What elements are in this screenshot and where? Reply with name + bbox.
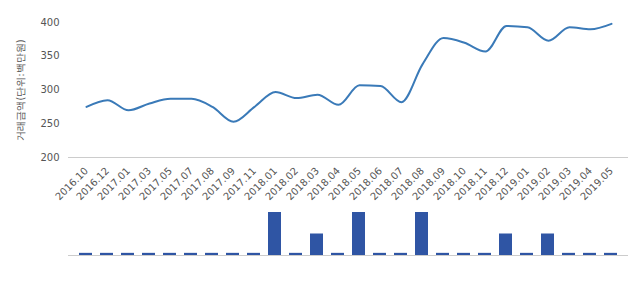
svg-text:2018.10: 2018.10 xyxy=(431,165,469,203)
svg-text:2019.05: 2019.05 xyxy=(578,165,615,202)
svg-text:300: 300 xyxy=(40,84,59,95)
svg-text:2019.02: 2019.02 xyxy=(515,165,553,203)
svg-text:2019.04: 2019.04 xyxy=(557,165,595,203)
svg-text:거래금액(단위:백만원): 거래금액(단위:백만원) xyxy=(15,39,26,140)
svg-text:200: 200 xyxy=(40,152,59,163)
svg-text:2016.12: 2016.12 xyxy=(74,165,112,203)
svg-text:2017.01: 2017.01 xyxy=(95,165,133,203)
svg-text:2018.06: 2018.06 xyxy=(347,165,385,203)
svg-text:2017.09: 2017.09 xyxy=(200,165,238,203)
svg-text:250: 250 xyxy=(40,118,59,129)
svg-text:2018.12: 2018.12 xyxy=(473,165,511,203)
svg-text:2018.09: 2018.09 xyxy=(410,165,448,203)
svg-text:2018.05: 2018.05 xyxy=(326,165,364,203)
svg-text:2018.03: 2018.03 xyxy=(284,165,322,203)
svg-text:2017.11: 2017.11 xyxy=(221,165,259,203)
svg-text:2017.08: 2017.08 xyxy=(179,165,217,203)
svg-text:2017.03: 2017.03 xyxy=(116,165,154,203)
svg-text:2017.07: 2017.07 xyxy=(158,165,196,203)
svg-text:2018.07: 2018.07 xyxy=(368,165,406,203)
svg-text:2019.03: 2019.03 xyxy=(536,165,574,203)
svg-text:2016.10: 2016.10 xyxy=(53,165,91,203)
svg-text:2018.04: 2018.04 xyxy=(305,165,343,203)
svg-text:2019.01: 2019.01 xyxy=(494,165,532,203)
svg-text:400: 400 xyxy=(40,17,59,28)
svg-text:2018.11: 2018.11 xyxy=(452,165,490,203)
svg-text:2018.02: 2018.02 xyxy=(263,165,301,203)
svg-text:2017.05: 2017.05 xyxy=(137,165,175,203)
svg-text:2018.08: 2018.08 xyxy=(389,165,427,203)
svg-text:2018.01: 2018.01 xyxy=(242,165,280,203)
svg-text:350: 350 xyxy=(40,50,59,61)
